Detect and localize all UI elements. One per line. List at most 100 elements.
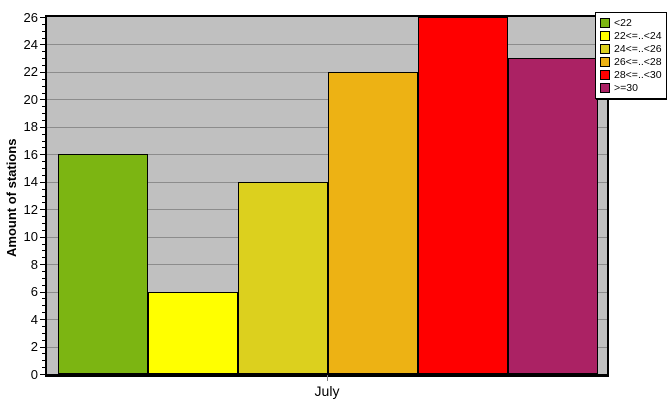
x-axis-tick (327, 375, 328, 381)
y-tick-minor (42, 189, 45, 190)
y-tick-major (40, 154, 45, 155)
y-tick-minor (42, 298, 45, 299)
legend: <22 22<=..<24 24<=..<26 26<=..<28 28<=..<30 >… (595, 12, 667, 99)
y-tick-minor (42, 161, 45, 162)
y-tick-minor (42, 367, 45, 368)
y-tick-major (40, 347, 45, 348)
gridline (47, 127, 607, 128)
legend-item: 26<=..<28 (600, 55, 662, 68)
y-tick-minor (42, 51, 45, 52)
y-tick-minor (42, 250, 45, 251)
y-tick-major (40, 99, 45, 100)
y-tick-minor (42, 106, 45, 107)
y-tick-minor (42, 216, 45, 217)
gridline (47, 72, 607, 73)
y-tick-minor (42, 168, 45, 169)
y-tick-label: 12 (23, 202, 38, 217)
legend-item: <22 (600, 16, 662, 29)
plot-area (45, 15, 609, 377)
bar (328, 72, 418, 374)
y-tick-minor (42, 141, 45, 142)
y-tick-minor (42, 79, 45, 80)
y-tick-label: 26 (23, 10, 38, 25)
y-tick-minor (42, 257, 45, 258)
y-tick-minor (42, 353, 45, 354)
y-tick-major (40, 182, 45, 183)
legend-label: 22<=..<24 (614, 29, 662, 42)
y-tick-minor (42, 285, 45, 286)
bar (508, 58, 598, 374)
y-tick-minor (42, 271, 45, 272)
gridline (47, 154, 607, 155)
y-tick-minor (42, 244, 45, 245)
y-tick-major (40, 44, 45, 45)
y-tick-minor (42, 38, 45, 39)
bar (148, 292, 238, 374)
y-tick-label: 0 (30, 367, 38, 382)
y-tick-minor (42, 312, 45, 313)
y-tick-minor (42, 65, 45, 66)
y-tick-label: 2 (30, 339, 38, 354)
bar (418, 17, 508, 374)
y-tick-minor (42, 196, 45, 197)
y-tick-minor (42, 202, 45, 203)
y-tick-label: 16 (23, 147, 38, 162)
legend-label: 26<=..<28 (614, 55, 662, 68)
y-tick-minor (42, 223, 45, 224)
y-tick-label: 6 (30, 284, 38, 299)
y-tick-minor (42, 340, 45, 341)
bar (58, 154, 148, 374)
y-tick-minor (42, 326, 45, 327)
y-tick-minor (42, 147, 45, 148)
y-tick-label: 4 (30, 312, 38, 327)
y-tick-minor (42, 58, 45, 59)
y-tick-label: 18 (23, 119, 38, 134)
y-tick-label: 20 (23, 92, 38, 107)
legend-swatch (600, 30, 610, 41)
y-tick-minor (42, 31, 45, 32)
legend-label: 28<=..<30 (614, 68, 662, 81)
y-tick-major (40, 127, 45, 128)
legend-swatch (600, 17, 610, 28)
y-tick-minor (42, 86, 45, 87)
y-tick-label: 22 (23, 64, 38, 79)
y-tick-major (40, 72, 45, 73)
y-tick-minor (42, 230, 45, 231)
y-tick-major (40, 292, 45, 293)
y-tick-label: 10 (23, 229, 38, 244)
x-axis-label: July (314, 383, 340, 399)
bar (238, 182, 328, 374)
y-tick-minor (42, 24, 45, 25)
y-tick-major (40, 237, 45, 238)
legend-label: <22 (614, 16, 632, 29)
y-tick-major (40, 17, 45, 18)
y-tick-minor (42, 333, 45, 334)
y-tick-minor (42, 120, 45, 121)
y-tick-minor (42, 305, 45, 306)
y-tick-label: 14 (23, 174, 38, 189)
legend-item: >=30 (600, 81, 662, 94)
legend-label: 24<=..<26 (614, 42, 662, 55)
gridline (47, 99, 607, 100)
legend-label: >=30 (614, 81, 638, 94)
y-tick-minor (42, 93, 45, 94)
gridline (47, 44, 607, 45)
legend-swatch (600, 82, 610, 93)
y-tick-major (40, 264, 45, 265)
y-tick-major (40, 374, 45, 375)
y-tick-label: 8 (30, 257, 38, 272)
y-tick-minor (42, 360, 45, 361)
legend-swatch (600, 43, 610, 54)
legend-item: 28<=..<30 (600, 68, 662, 81)
legend-item: 22<=..<24 (600, 29, 662, 42)
y-tick-label: 24 (23, 37, 38, 52)
y-tick-minor (42, 134, 45, 135)
y-tick-minor (42, 113, 45, 114)
y-axis-title: Amount of stations (4, 138, 19, 258)
legend-swatch (600, 69, 610, 80)
legend-swatch (600, 56, 610, 67)
y-tick-major (40, 209, 45, 210)
legend-item: 24<=..<26 (600, 42, 662, 55)
y-tick-minor (42, 278, 45, 279)
